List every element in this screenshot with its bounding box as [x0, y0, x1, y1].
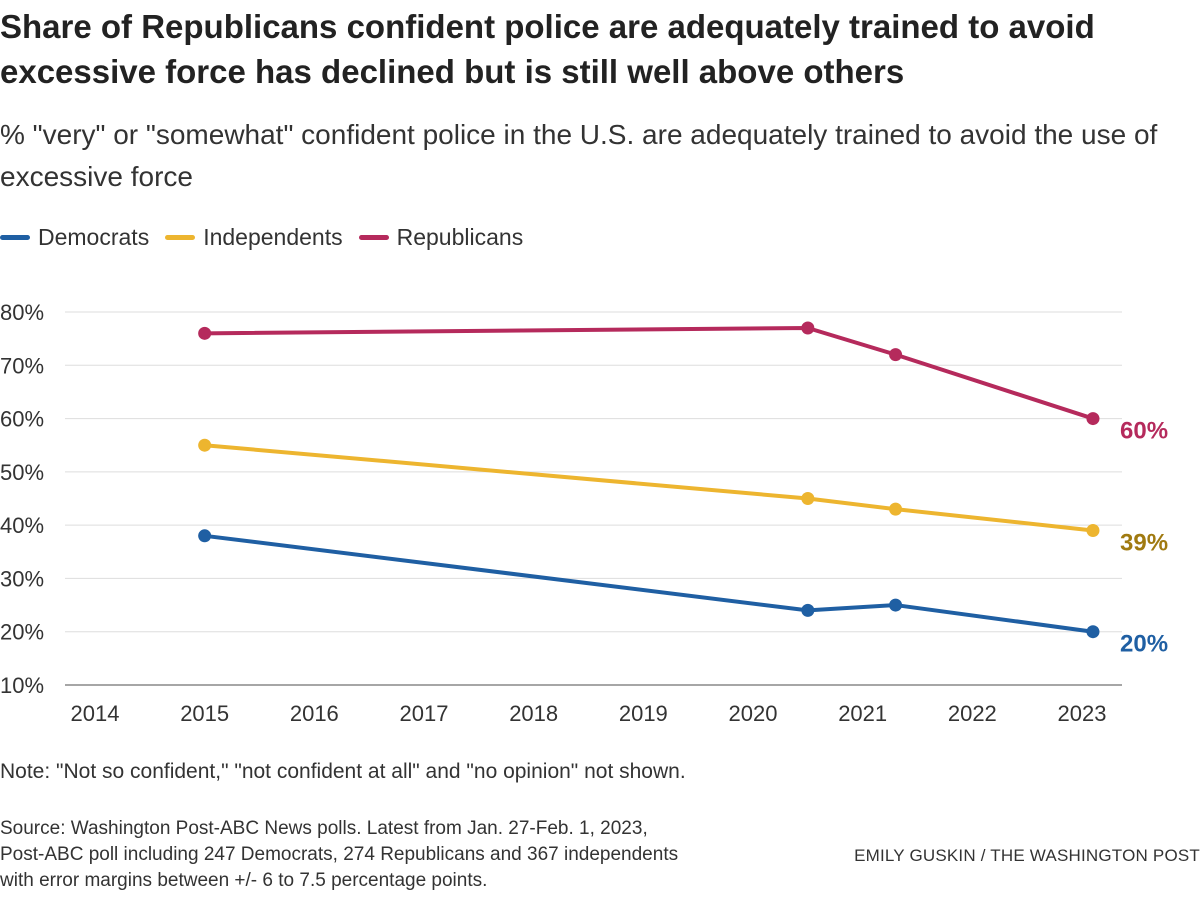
- legend-swatch-republicans: [358, 234, 389, 240]
- y-tick-label: 60%: [0, 407, 44, 432]
- data-point-independents: [198, 438, 212, 452]
- legend-swatch-democrats: [0, 234, 30, 240]
- series-line-democrats: [202, 533, 1095, 634]
- data-point-republicans: [198, 326, 212, 340]
- source-line-3: with error margins between +/- 6 to 7.5 …: [0, 870, 488, 891]
- data-point-independents: [1086, 523, 1100, 537]
- series-line-republicans: [202, 325, 1095, 421]
- end-label-independents: 39%: [1120, 529, 1168, 556]
- legend-item-independents: Independents: [165, 223, 343, 251]
- y-tick-label: 50%: [0, 460, 44, 485]
- data-point-democrats: [198, 529, 212, 543]
- x-tick-label: 2021: [838, 701, 887, 726]
- x-tick-label: 2019: [619, 701, 668, 726]
- x-tick-label: 2014: [71, 701, 120, 726]
- chart-note: Note: "Not so confident," "not confident…: [0, 760, 686, 783]
- data-point-democrats: [1086, 625, 1100, 639]
- legend-item-republicans: Republicans: [358, 223, 524, 251]
- chart-title: Share of Republicans confident police ar…: [0, 8, 1095, 90]
- y-tick-label: 30%: [0, 566, 44, 591]
- y-tick-label: 40%: [0, 513, 44, 538]
- legend-label-republicans: Republicans: [396, 223, 524, 250]
- line-chart: 10% 20% 30% 40% 50% 60% 70% 80% 2014 2015 2016 2017…: [0, 300, 1168, 726]
- y-tick-label: 70%: [0, 353, 44, 378]
- x-tick-label: 2023: [1058, 701, 1107, 726]
- end-label-republicans: 60%: [1120, 418, 1168, 445]
- legend-label-democrats: Democrats: [38, 223, 150, 250]
- y-tick-label: 20%: [0, 620, 44, 645]
- data-point-democrats: [801, 603, 815, 617]
- data-point-republicans: [801, 321, 815, 335]
- legend-item-democrats: Democrats: [0, 224, 149, 251]
- data-point-independents: [801, 492, 815, 505]
- data-point-republicans: [889, 348, 903, 362]
- x-tick-label: 2022: [948, 701, 997, 726]
- x-tick-label: 2015: [180, 701, 229, 726]
- chart-subtitle: % "very" or "somewhat" confident police …: [0, 119, 1158, 192]
- x-tick-label: 2016: [290, 701, 339, 726]
- chart-credit: EMILY GUSKIN / THE WASHINGTON POST: [854, 846, 1200, 865]
- data-point-republicans: [1086, 412, 1100, 426]
- x-tick-label: 2017: [400, 701, 449, 726]
- chart-legend: Democrats Independents Republicans: [0, 222, 539, 252]
- x-tick-label: 2020: [729, 701, 778, 726]
- chart-source: Source: Washington Post-ABC News polls. …: [0, 816, 830, 894]
- data-point-independents: [889, 502, 903, 516]
- end-label-democrats: 20%: [1120, 631, 1168, 658]
- data-point-democrats: [889, 598, 903, 612]
- y-tick-label: 80%: [0, 300, 44, 325]
- source-line-2: Post-ABC poll including 247 Democrats, 2…: [0, 844, 679, 865]
- source-line-1: Source: Washington Post-ABC News polls. …: [0, 818, 648, 839]
- x-tick-label: 2018: [509, 701, 558, 726]
- legend-swatch-independents: [165, 234, 196, 240]
- y-tick-label: 10%: [0, 673, 44, 698]
- series-line-independents: [202, 443, 1095, 533]
- legend-label-independents: Independents: [203, 223, 343, 250]
